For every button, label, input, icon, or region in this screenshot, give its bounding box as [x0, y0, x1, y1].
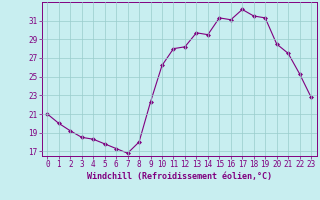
X-axis label: Windchill (Refroidissement éolien,°C): Windchill (Refroidissement éolien,°C): [87, 172, 272, 181]
